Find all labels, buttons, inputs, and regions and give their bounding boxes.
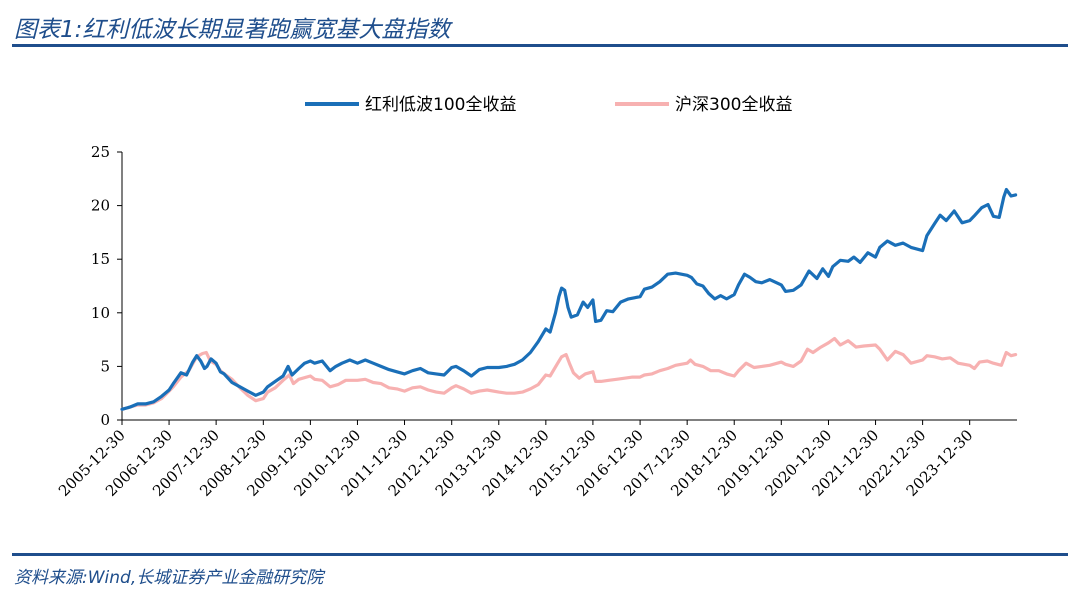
series-line-2: [120, 336, 1018, 411]
chart-lines: [120, 187, 1018, 411]
series-line-1: [120, 187, 1018, 411]
y-tick-label: 25: [91, 143, 110, 161]
source-note: 资料来源:Wind,长城证券产业金融研究院: [14, 568, 324, 588]
y-tick-label: 20: [91, 197, 110, 215]
legend-label-2: 沪深300全收益: [675, 95, 792, 115]
y-tick-label: 5: [100, 357, 110, 375]
y-tick-label: 10: [91, 304, 110, 322]
y-tick-label: 15: [91, 250, 110, 268]
title-divider: [12, 44, 1068, 47]
chart-axes: 05101520252005-12-302006-12-302007-12-30…: [55, 143, 1017, 500]
page-title: 图表1:红利低波长期显著跑赢宽基大盘指数: [14, 17, 451, 43]
footer-divider: [12, 553, 1068, 556]
y-tick-label: 0: [100, 411, 110, 429]
legend-label-1: 红利低波100全收益: [365, 95, 516, 115]
chart-legend: 红利低波100全收益 沪深300全收益: [305, 95, 792, 115]
